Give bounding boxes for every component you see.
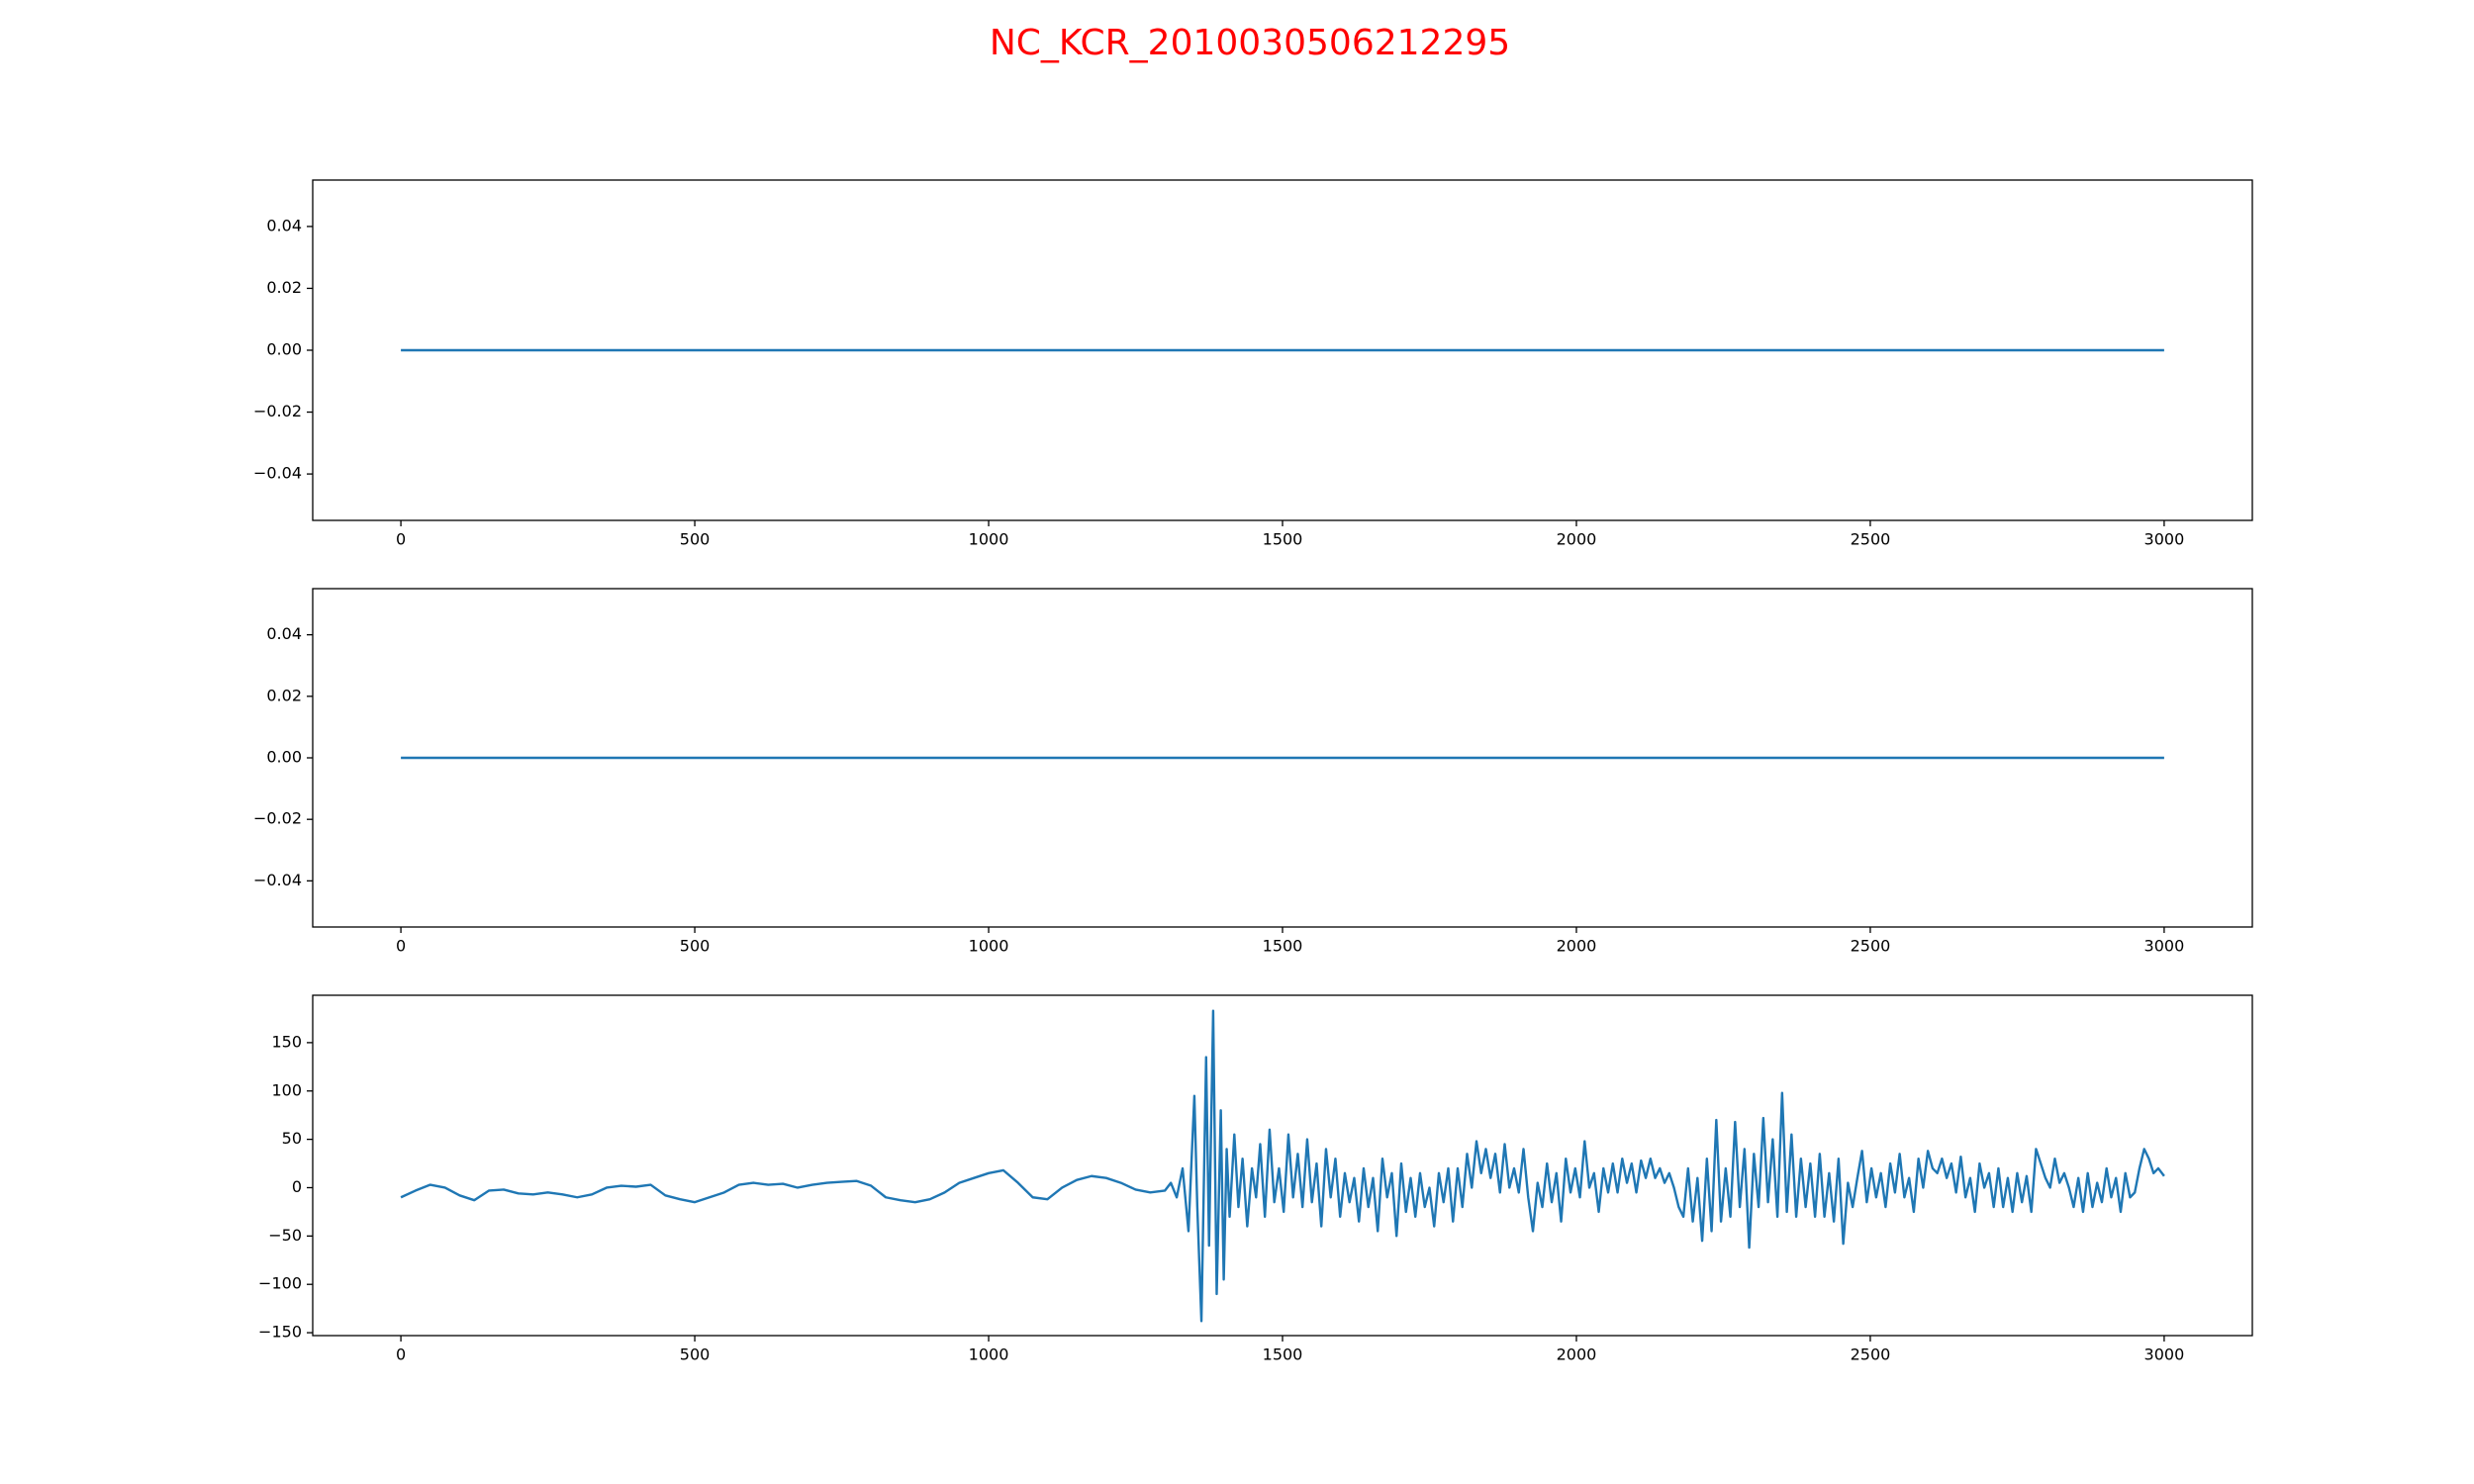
- figure-title: NC_KCR_2010030506212295: [990, 23, 1510, 63]
- x-tick-label: 0: [396, 937, 406, 956]
- y-tick-label: 50: [282, 1129, 302, 1148]
- y-tick-label: −0.04: [253, 464, 302, 483]
- y-tick-label: −150: [258, 1323, 302, 1342]
- x-tick-label: 2000: [1557, 1345, 1597, 1364]
- y-tick-label: −0.02: [253, 402, 302, 420]
- x-tick-label: 1000: [969, 530, 1009, 549]
- y-tick-label: 0.02: [266, 686, 302, 704]
- y-tick-label: 0: [292, 1177, 302, 1196]
- x-tick-label: 2500: [1851, 1345, 1891, 1364]
- y-tick-label: −0.02: [253, 809, 302, 828]
- y-tick-label: 0.02: [266, 278, 302, 297]
- x-tick-label: 1500: [1263, 530, 1303, 549]
- y-tick-label: −0.04: [253, 871, 302, 889]
- y-tick-label: 0.00: [266, 748, 302, 767]
- x-tick-label: 1000: [969, 1345, 1009, 1364]
- x-tick-label: 3000: [2144, 937, 2185, 956]
- y-tick-label: −100: [258, 1274, 302, 1293]
- x-tick-label: 1000: [969, 937, 1009, 956]
- y-tick-label: 0.04: [266, 216, 302, 234]
- x-tick-label: 2000: [1557, 530, 1597, 549]
- x-tick-label: 1500: [1263, 1345, 1303, 1364]
- x-tick-label: 500: [680, 1345, 711, 1364]
- x-tick-label: 3000: [2144, 1345, 2185, 1364]
- y-tick-label: 150: [271, 1032, 302, 1051]
- x-tick-label: 500: [680, 937, 711, 956]
- x-tick-label: 3000: [2144, 530, 2185, 549]
- x-tick-label: 1500: [1263, 937, 1303, 956]
- x-tick-label: 500: [680, 530, 711, 549]
- x-tick-label: 0: [396, 530, 406, 549]
- data-line: [400, 1009, 2165, 1323]
- y-tick-label: 0.04: [266, 624, 302, 643]
- x-tick-label: 0: [396, 1345, 406, 1364]
- x-tick-label: 2500: [1851, 530, 1891, 549]
- y-tick-label: 100: [271, 1080, 302, 1099]
- x-tick-label: 2500: [1851, 937, 1891, 956]
- y-tick-label: 0.00: [266, 340, 302, 359]
- y-tick-label: −50: [268, 1226, 302, 1245]
- x-tick-label: 2000: [1557, 937, 1597, 956]
